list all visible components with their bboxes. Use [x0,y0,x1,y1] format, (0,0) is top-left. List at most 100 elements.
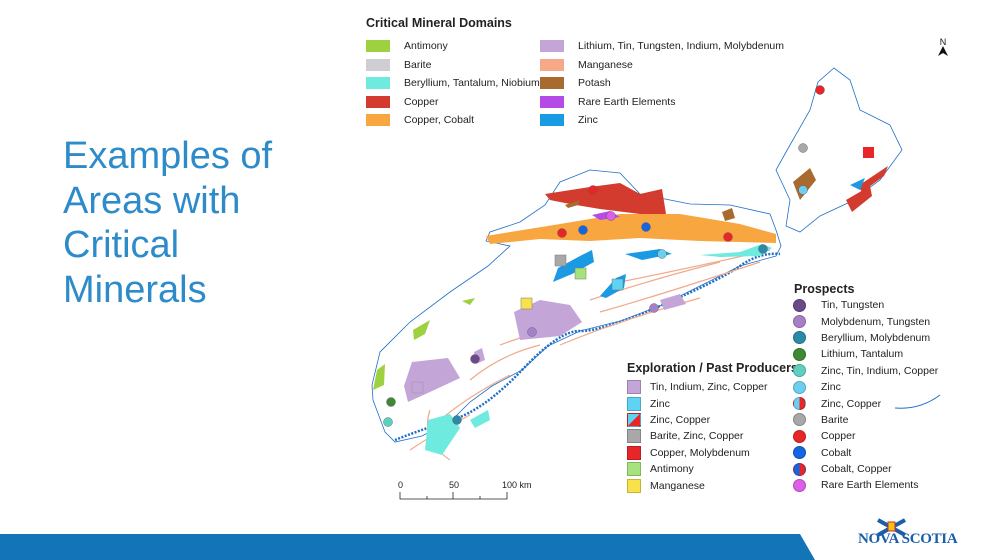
prospect-cobalt [578,225,588,235]
legend-label: Beryllium, Tantalum, Niobium [404,77,540,90]
legend-label: Tin, Indium, Zinc, Copper [650,381,768,394]
legend-swatch-icon [793,478,806,492]
prospects-legend: Tin, Tungsten Molybdenum, Tungsten Berylli… [793,297,938,494]
legend-swatch-icon [627,478,641,493]
prospect-beryllium-molybdenum [452,415,462,425]
legend-label: Cobalt [821,446,852,459]
legend-label: Molybdenum, Tungsten [821,315,931,328]
legend-swatch-icon [793,380,806,394]
legend-label: Manganese [578,58,633,71]
legend-label: Zinc, Tin, Indium, Copper [821,364,939,377]
legend-item: Zinc [793,379,938,395]
legend-swatch-icon [627,445,641,460]
legend-swatch-icon [627,396,641,411]
sable-island [894,394,941,409]
legend-item: Zinc, Copper [627,412,768,428]
legend-swatch-icon [366,95,390,108]
title-line: Areas with [63,179,241,222]
legend-label: Zinc [821,381,841,394]
legend-label: Copper [821,430,856,443]
scale-label-100: 100 km [502,480,532,490]
beryllium-domain [425,414,460,455]
prospect-molybdenum-tungsten [527,327,537,337]
prospect-copper [588,185,598,195]
legend-item: Copper [793,428,938,444]
legend-label: Antimony [404,40,448,53]
legend-label: Manganese [650,479,705,492]
legend-item: Cobalt [793,445,938,461]
legend-item: Tin, Indium, Zinc, Copper [627,379,768,395]
legend-label: Beryllium, Molybdenum [821,331,931,344]
title-line: Examples of [63,135,273,177]
legend-item: Rare Earth Elements [793,477,938,493]
legend-label: Copper, Molybdenum [650,446,750,459]
antimony-domain [462,298,475,305]
legend-item: Manganese [540,56,784,75]
exploration-zinc [611,278,624,291]
legend-swatch-icon [793,462,806,476]
exploration-barite-zinc-copper [411,381,424,394]
legend-item: Barite [793,412,938,428]
legend-item: Rare Earth Elements [540,93,784,112]
exploration-legend-title: Exploration / Past Producers [627,361,798,375]
legend-label: Rare Earth Elements [821,479,919,492]
prospect-copper [723,232,733,242]
legend-item: Zinc, Copper [793,395,938,411]
antimony-domain [373,364,385,390]
prospect-zinc-copper [557,228,567,238]
legend-label: Barite [404,58,432,71]
legend-label: Rare Earth Elements [578,95,676,108]
legend-swatch-icon [627,462,641,477]
domains-legend-col1: Antimony Barite Beryllium, Tantalum, Niobi… [366,37,540,130]
legend-swatch-icon [793,446,806,460]
legend-label: Copper, Cobalt [404,114,475,127]
legend-item: Beryllium, Tantalum, Niobium [366,74,540,93]
legend-swatch-icon [793,347,806,361]
prospect-ree [606,211,616,221]
scale-label-0: 0 [398,480,404,490]
legend-swatch-icon [793,397,806,411]
legend-swatch-icon [627,380,641,395]
legend-label: Zinc [650,397,670,410]
legend-item: Cobalt, Copper [793,461,938,477]
legend-swatch-icon [540,114,564,127]
beryllium-domain [470,410,490,428]
logo-text: NOVA SCOTIA [858,531,958,547]
prospect-zinc [798,185,808,195]
copper-domain [858,166,888,192]
slide-title: Examples of Areas with Critical Minerals [63,134,272,312]
north-arrow-icon [938,46,948,56]
legend-swatch-icon [366,58,390,71]
legend-label: Potash [578,77,611,90]
copper-domain [545,183,666,214]
legend-label: Barite [821,413,849,426]
potash-domain [722,208,735,221]
scale-label-50: 50 [449,480,460,490]
exploration-copper-molybdenum [863,147,874,158]
legend-item: Antimony [366,37,540,56]
north-arrow-label: N [939,37,947,47]
legend-label: Lithium, Tin, Tungsten, Indium, Molybden… [578,40,785,53]
legend-swatch-icon [793,315,806,329]
prospect-zinc-copper [815,85,825,95]
legend-swatch-icon [793,331,806,345]
prospect-barite [798,143,808,153]
beryllium-domain [700,244,772,257]
legend-item: Copper [366,93,540,112]
legend-label: Zinc, Copper [650,413,711,426]
domains-legend-col2: Lithium, Tin, Tungsten, Indium, Molybden… [540,37,784,130]
legend-swatch-icon [793,364,806,378]
legend-swatch-icon [627,429,641,444]
legend-item: Copper, Cobalt [366,111,540,130]
prospects-legend-title: Prospects [794,282,855,296]
legend-item: Copper, Molybdenum [627,445,768,461]
zinc-domain [850,178,865,190]
legend-label: Barite, Zinc, Copper [650,430,744,443]
legend-swatch-icon [540,40,564,53]
legend-swatch-icon [366,40,390,53]
prospect-molybdenum-tungsten [649,303,659,313]
legend-label: Zinc, Copper [821,397,882,410]
legend-item: Molybdenum, Tungsten [793,313,938,329]
prospect-zinc-tin-indium-copper [383,417,393,427]
legend-swatch-icon [793,429,806,443]
